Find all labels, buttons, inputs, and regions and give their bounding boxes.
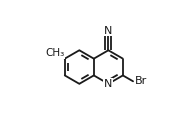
Text: N: N — [104, 79, 112, 89]
Text: Br: Br — [135, 76, 147, 86]
Text: CH₃: CH₃ — [45, 48, 64, 58]
Text: N: N — [104, 26, 112, 36]
